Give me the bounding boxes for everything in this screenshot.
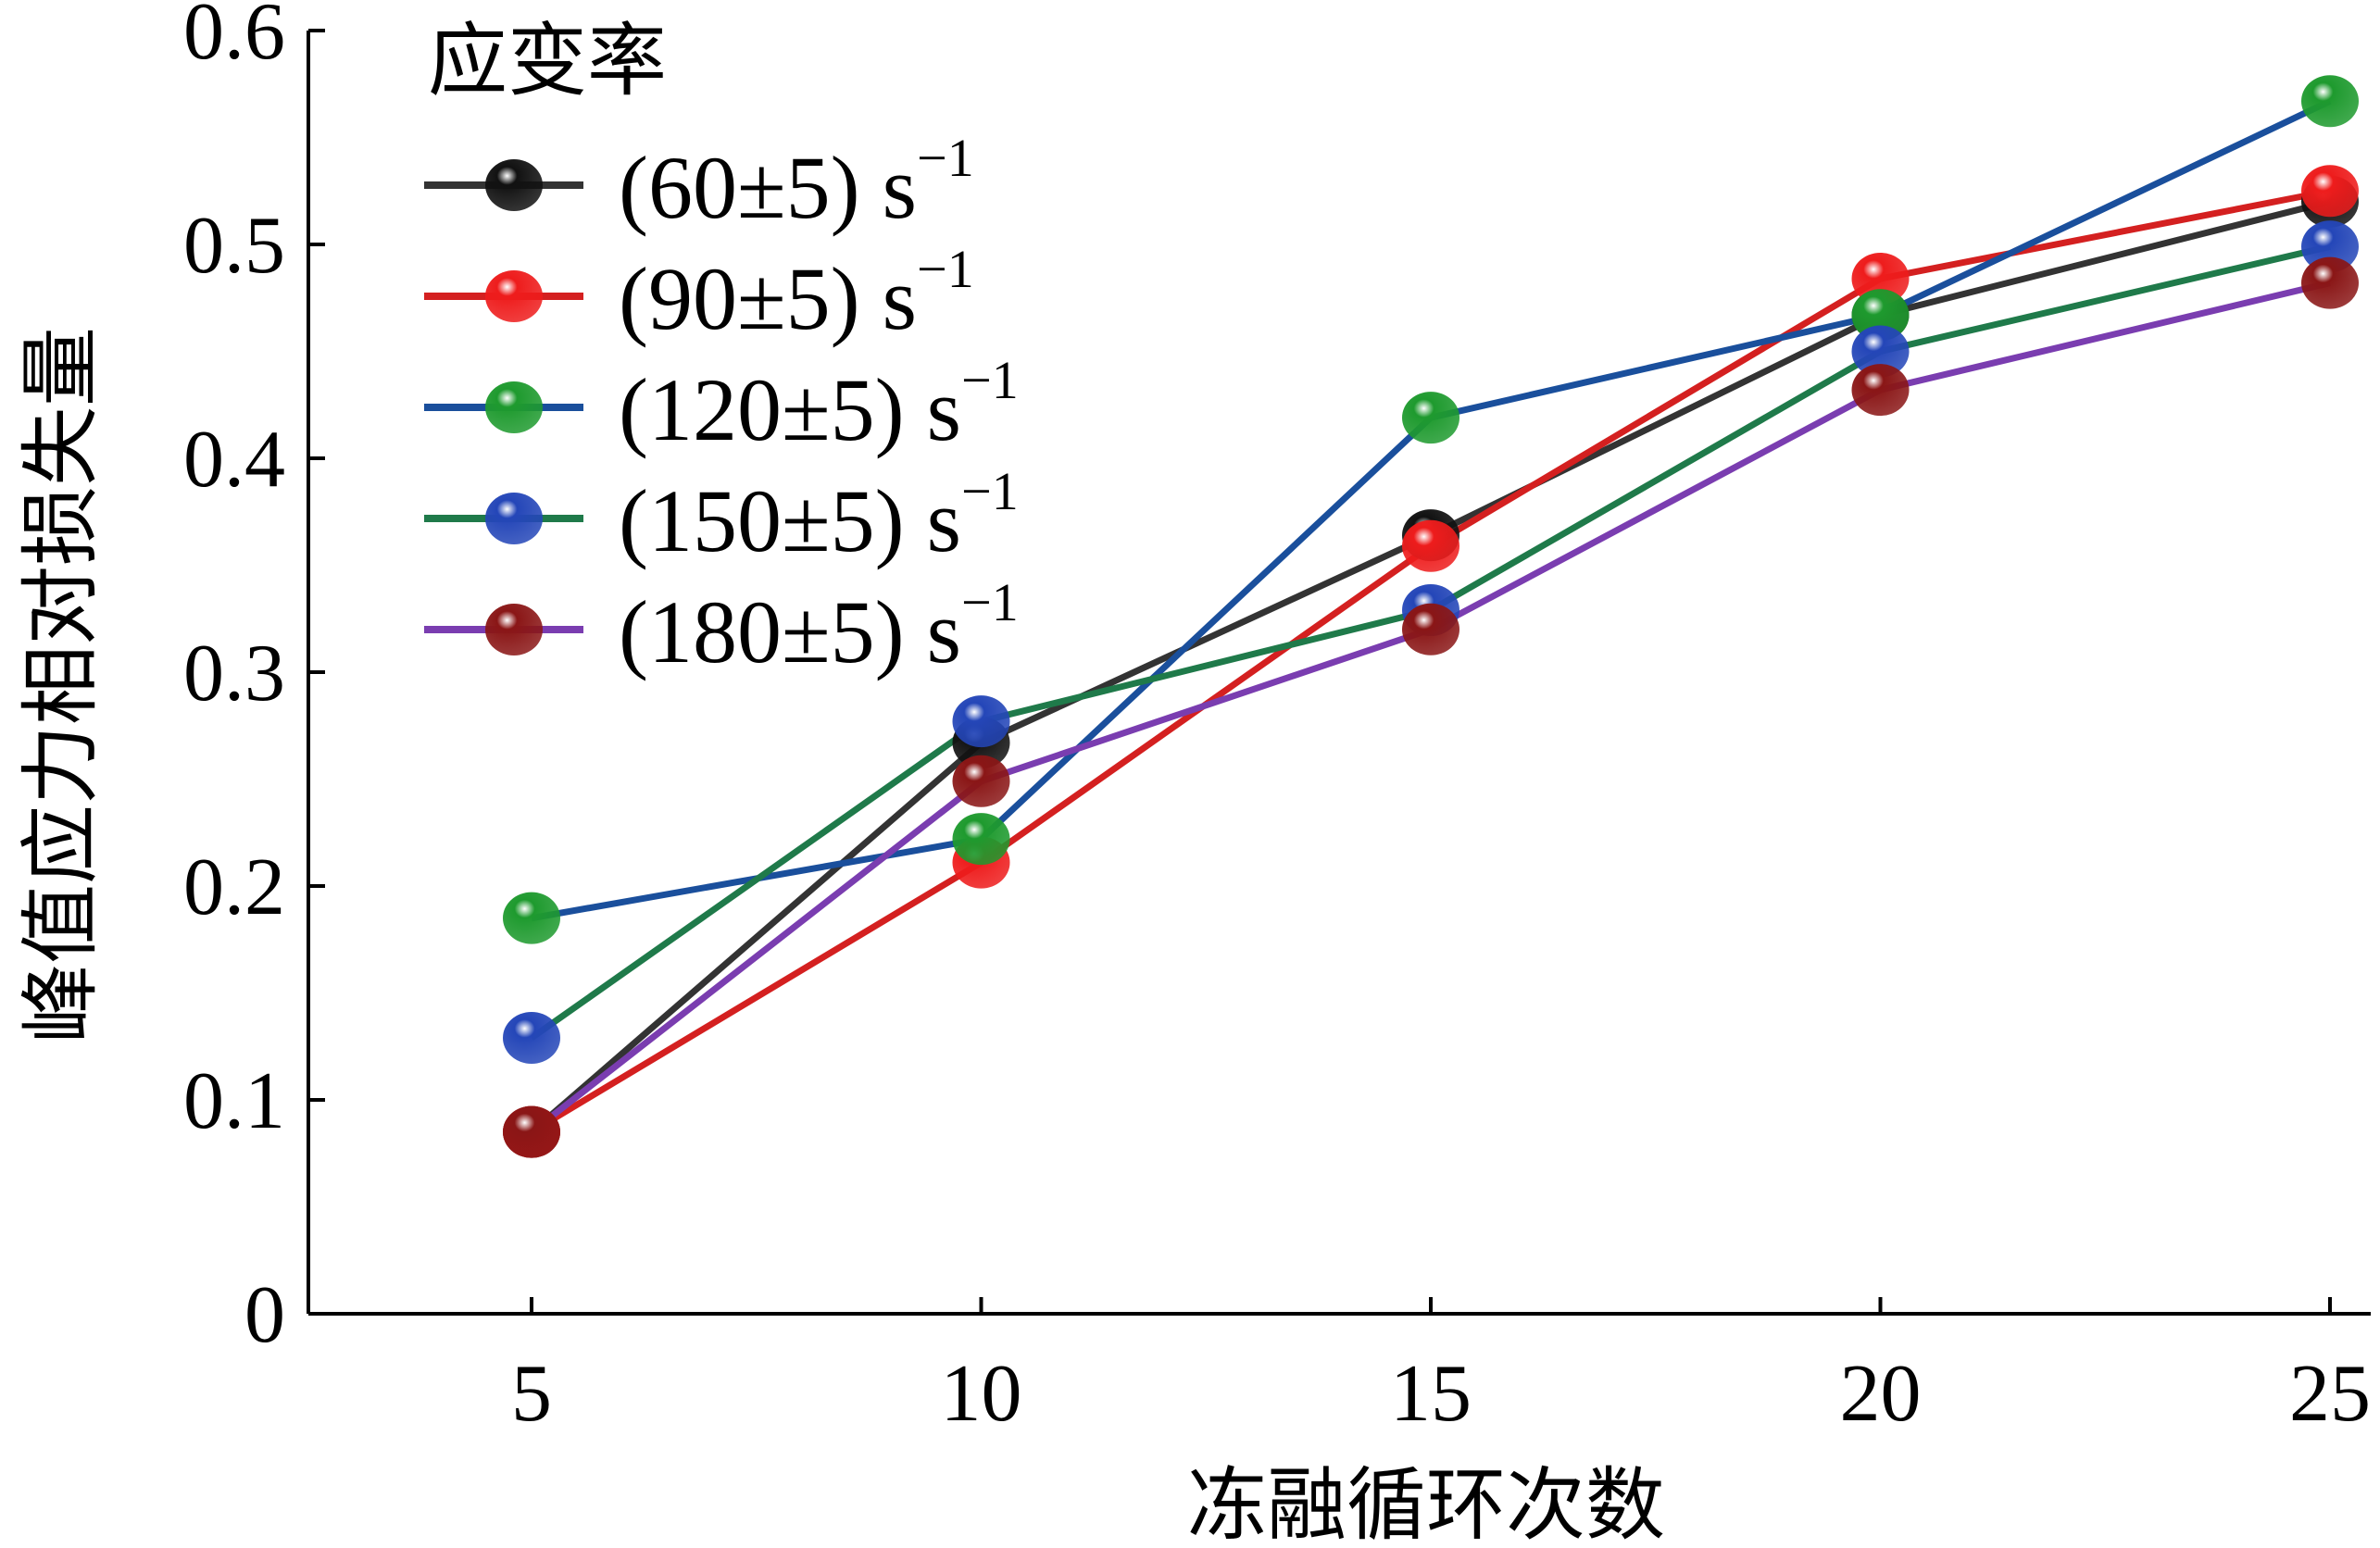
legend-marker bbox=[485, 270, 543, 322]
legend-label: (90±5) s−1 bbox=[619, 239, 974, 348]
y-tick-label: 0 bbox=[244, 1270, 285, 1360]
plot-area bbox=[503, 75, 2359, 1158]
legend-title: 应变率 bbox=[428, 17, 667, 106]
data-point bbox=[2301, 75, 2359, 128]
data-point bbox=[503, 1105, 560, 1158]
axes: 0 0.1 0.2 0.3 0.4 0.5 0.6 5 10 15 20 25 bbox=[183, 0, 2371, 1439]
data-point bbox=[952, 813, 1010, 866]
legend-marker bbox=[485, 493, 543, 544]
data-point bbox=[1851, 252, 1910, 305]
y-tick-label: 0.4 bbox=[183, 415, 285, 505]
data-point bbox=[2301, 220, 2359, 273]
data-point bbox=[1402, 519, 1459, 572]
legend-marker bbox=[485, 159, 543, 211]
x-axis-label: 冻融循环次数 bbox=[1187, 1461, 1665, 1548]
y-axis-label: 峰值应力相对损失量 bbox=[17, 327, 106, 1043]
data-point bbox=[503, 892, 560, 944]
x-tick-label: 5 bbox=[511, 1349, 552, 1439]
data-point bbox=[1851, 325, 1910, 378]
data-point bbox=[1402, 392, 1459, 444]
legend: (60±5) s−1(90±5) s−1(120±5) s−1(150±5) s… bbox=[424, 128, 1019, 681]
data-point bbox=[1402, 603, 1459, 655]
x-tick-label: 25 bbox=[2289, 1349, 2371, 1439]
legend-label: (180±5) s−1 bbox=[619, 572, 1019, 681]
data-point bbox=[1851, 364, 1910, 417]
x-tick-label: 10 bbox=[941, 1349, 1022, 1439]
y-tick-label: 0.2 bbox=[183, 843, 285, 932]
y-tick-label: 0.5 bbox=[183, 201, 285, 291]
legend-marker bbox=[485, 381, 543, 433]
data-point bbox=[952, 755, 1010, 807]
data-point bbox=[952, 695, 1010, 748]
data-point bbox=[503, 1012, 560, 1065]
legend-label: (150±5) s−1 bbox=[619, 461, 1019, 570]
y-tick-label: 0.6 bbox=[183, 0, 285, 77]
legend-marker bbox=[485, 604, 543, 655]
y-tick-label: 0.1 bbox=[183, 1056, 285, 1146]
legend-label: (120±5) s−1 bbox=[619, 350, 1019, 459]
data-point bbox=[1851, 289, 1910, 342]
y-tick-label: 0.3 bbox=[183, 629, 285, 718]
data-point bbox=[2301, 165, 2359, 218]
legend-label: (60±5) s−1 bbox=[619, 128, 974, 237]
x-tick-label: 15 bbox=[1390, 1349, 1472, 1439]
x-tick-label: 20 bbox=[1840, 1349, 1922, 1439]
data-point bbox=[2301, 256, 2359, 309]
